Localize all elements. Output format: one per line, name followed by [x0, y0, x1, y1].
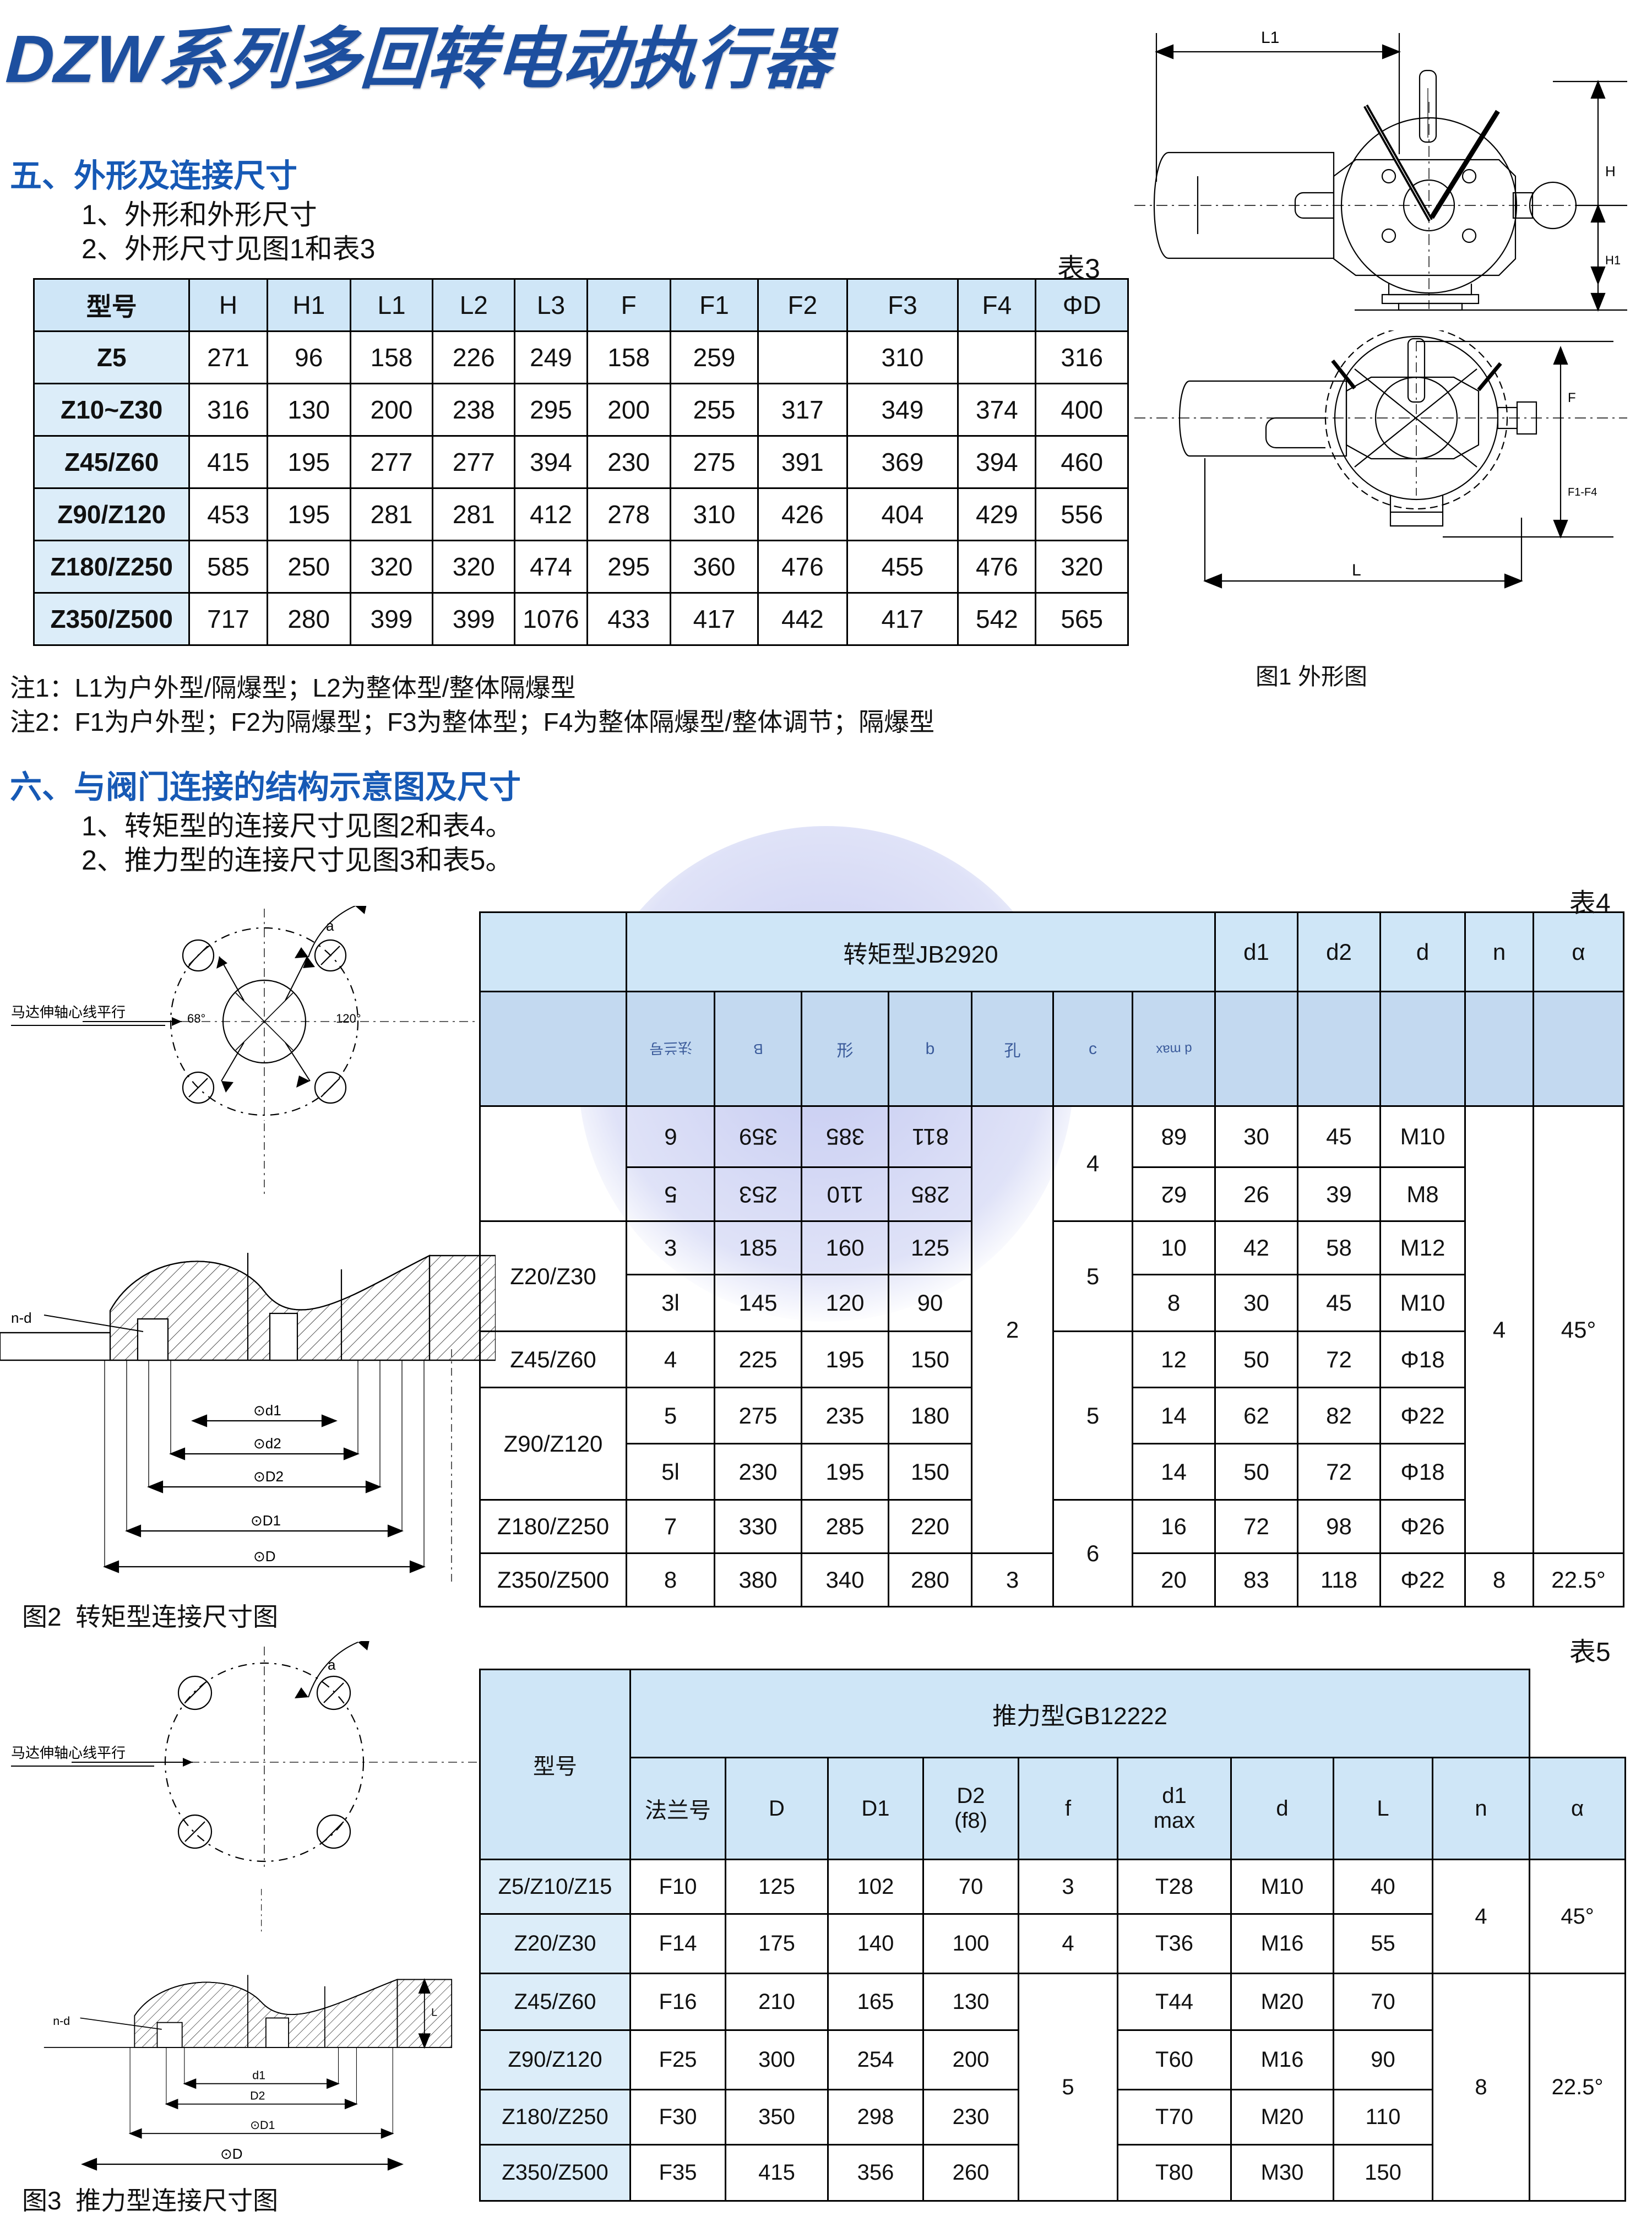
svg-text:H: H	[1605, 163, 1616, 180]
svg-text:⊙d2: ⊙d2	[253, 1435, 281, 1452]
svg-text:L: L	[1352, 561, 1361, 579]
svg-text:D2: D2	[250, 2089, 265, 2103]
svg-text:68°: 68°	[187, 1012, 205, 1025]
svg-text:F: F	[1568, 390, 1576, 405]
svg-text:H1: H1	[1605, 253, 1621, 267]
svg-text:d1: d1	[252, 2068, 265, 2082]
svg-text:⊙D2: ⊙D2	[253, 1468, 284, 1485]
svg-text:L: L	[431, 2006, 437, 2018]
svg-text:⊙D: ⊙D	[253, 1548, 276, 1565]
svg-text:⊙D: ⊙D	[220, 2146, 243, 2162]
svg-text:a: a	[328, 1656, 336, 1673]
svg-text:a: a	[326, 917, 334, 934]
svg-text:120°: 120°	[336, 1012, 361, 1025]
svg-text:⊙d1: ⊙d1	[253, 1402, 281, 1419]
svg-text:⊙D1: ⊙D1	[250, 2119, 275, 2132]
svg-text:L1: L1	[1261, 29, 1279, 47]
svg-text:马达伸轴心线平行: 马达伸轴心线平行	[11, 1745, 126, 1761]
svg-text:n-d: n-d	[53, 2014, 70, 2028]
svg-text:n-d: n-d	[11, 1310, 32, 1326]
svg-text:马达伸轴心线平行: 马达伸轴心线平行	[11, 1004, 126, 1020]
svg-text:⊙D1: ⊙D1	[251, 1512, 281, 1529]
svg-text:F1-F4: F1-F4	[1568, 486, 1597, 498]
